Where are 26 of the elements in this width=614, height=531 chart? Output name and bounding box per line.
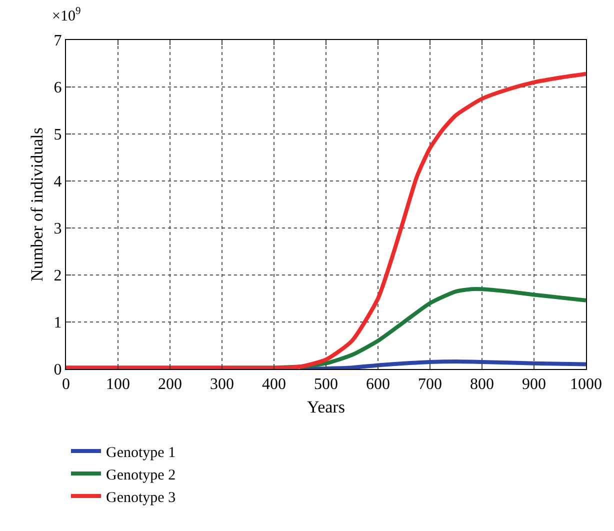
text: ×10$^{9}$ xyxy=(52,6,81,24)
x-tick-label: 100 xyxy=(106,376,130,394)
line-series xyxy=(66,72,586,369)
x-tick-label: 500 xyxy=(314,376,338,394)
x-axis-title: Years xyxy=(307,398,345,417)
y-tick-label: 0 xyxy=(54,362,62,379)
x-tick-label: 700 xyxy=(418,376,442,394)
x-tick-label: 800 xyxy=(470,376,494,394)
x-tick-label: 400 xyxy=(262,376,286,394)
line-series xyxy=(298,359,586,369)
x-tick-label: 600 xyxy=(366,376,390,394)
legend-label: Genotype 2 xyxy=(106,467,176,484)
y-tick-label: 1 xyxy=(54,314,62,332)
y-tick-label: 5 xyxy=(54,126,62,144)
x-tick-label: 900 xyxy=(522,376,546,394)
x-tick-label: 300 xyxy=(210,376,234,394)
y-tick-label: 2 xyxy=(54,268,62,285)
y-tick-label: 4 xyxy=(54,174,62,191)
x-tick-label: 200 xyxy=(158,376,182,394)
y-tick-label: 6 xyxy=(54,80,62,97)
legend-label: Genotype 3 xyxy=(106,490,176,506)
y-tick-label: 7 xyxy=(54,32,62,50)
x-tick-label: 1000 xyxy=(570,376,602,394)
y-tick-label: 3 xyxy=(54,220,62,238)
legend-label: Genotype 1 xyxy=(106,444,176,461)
y-axis-title: Number of individuals xyxy=(27,128,46,282)
